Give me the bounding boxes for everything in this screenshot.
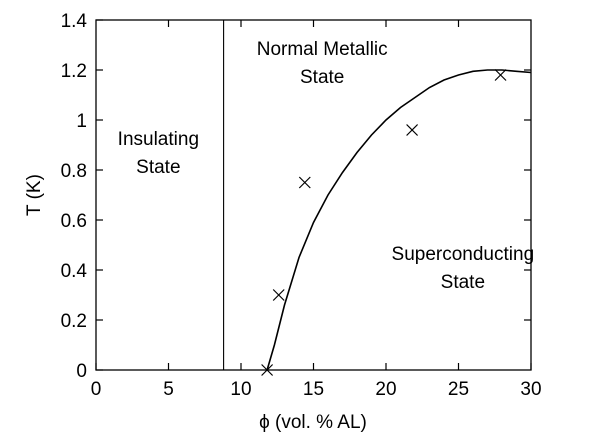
x-axis: 0 5 10 15 20 25 30 bbox=[91, 20, 542, 400]
data-point-marker bbox=[298, 176, 311, 189]
x-axis-title: ϕ (vol. % AL) bbox=[259, 412, 367, 433]
y-tick-label: 0 bbox=[76, 361, 87, 382]
y-tick-label: 1 bbox=[76, 111, 87, 132]
y-axis-title: T (K) bbox=[24, 174, 45, 216]
y-tick-label: 0.6 bbox=[61, 211, 87, 232]
x-tick-label: 30 bbox=[520, 379, 541, 400]
y-tick-label: 0.4 bbox=[61, 261, 88, 282]
x-tick-label: 5 bbox=[163, 379, 174, 400]
region-label-line: State bbox=[441, 272, 485, 293]
x-tick-label: 0 bbox=[91, 379, 102, 400]
region-label: Normal Metallic State bbox=[257, 39, 388, 88]
x-tick-label: 10 bbox=[230, 379, 251, 400]
region-label-line: State bbox=[136, 157, 180, 178]
data-point-marker bbox=[494, 69, 507, 81]
data-point-marker bbox=[272, 289, 285, 301]
data-points bbox=[261, 69, 507, 376]
region-label-line: Superconducting bbox=[392, 244, 535, 265]
y-tick-label: 1.2 bbox=[61, 61, 87, 82]
y-tick-label: 0.2 bbox=[61, 311, 87, 332]
x-tick-label: 15 bbox=[303, 379, 324, 400]
region-label-line: Normal Metallic bbox=[257, 39, 388, 60]
x-tick-label: 20 bbox=[375, 379, 396, 400]
y-axis: 0 0.2 0.4 0.6 0.8 1 1.2 1.4 bbox=[61, 11, 531, 382]
region-label: Superconducting State bbox=[392, 244, 535, 293]
fit-curve bbox=[266, 69, 532, 371]
region-label-line: Insulating bbox=[118, 129, 199, 150]
x-tick-label: 25 bbox=[448, 379, 469, 400]
y-tick-label: 0.8 bbox=[61, 161, 87, 182]
region-label: Insulating State bbox=[118, 129, 199, 178]
data-point-marker bbox=[406, 124, 419, 136]
y-tick-label: 1.4 bbox=[61, 11, 88, 32]
region-label-line: State bbox=[300, 67, 344, 88]
data-point-marker bbox=[261, 364, 274, 376]
